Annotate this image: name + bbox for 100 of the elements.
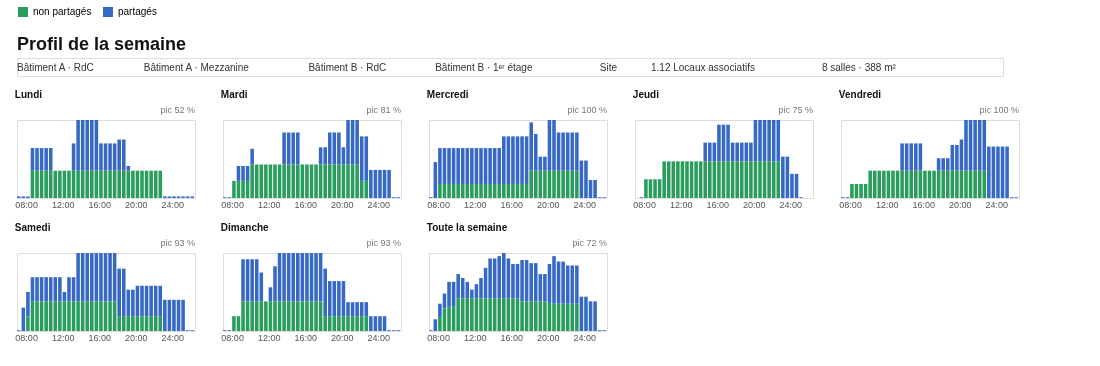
bar	[291, 132, 296, 165]
bar	[964, 170, 968, 198]
bar	[543, 170, 547, 198]
bar	[776, 161, 781, 198]
bar	[859, 183, 863, 198]
bar	[653, 179, 657, 198]
x-tick-label: 08:00	[221, 332, 244, 343]
chart-title: Vendredi	[838, 89, 882, 100]
bar	[561, 170, 565, 198]
bar	[552, 170, 556, 198]
bar	[35, 301, 39, 331]
bar	[337, 316, 341, 331]
bar	[488, 148, 492, 184]
x-tick-label: 16:00	[500, 332, 523, 343]
bar	[488, 183, 492, 198]
bar	[447, 183, 451, 198]
bar	[438, 183, 442, 198]
bar	[460, 298, 465, 331]
text: Site	[599, 62, 618, 73]
bar	[932, 170, 936, 198]
text: pic 72 %	[572, 238, 607, 248]
bar	[447, 306, 451, 331]
bar	[497, 183, 502, 198]
bar	[99, 170, 103, 198]
bar	[355, 164, 359, 198]
bar	[346, 316, 350, 331]
bar	[909, 143, 914, 171]
bar	[58, 301, 62, 331]
bar	[584, 296, 588, 331]
x-tick-label: 20:00	[330, 332, 354, 343]
bar	[291, 253, 296, 302]
bar	[241, 166, 245, 181]
bar	[955, 170, 959, 198]
bar	[767, 120, 771, 162]
bar	[131, 289, 135, 317]
x-tick-label: 08:00	[633, 199, 656, 210]
bar	[923, 170, 927, 198]
bar	[739, 161, 744, 198]
bar	[108, 253, 112, 302]
bar	[726, 124, 730, 162]
bar	[850, 183, 854, 198]
bar	[76, 120, 80, 171]
bar	[35, 277, 39, 302]
bar	[121, 139, 126, 171]
bar	[305, 164, 309, 198]
chart-title: Jeudi	[632, 89, 660, 100]
x-tick-label: 16:00	[294, 332, 317, 343]
x-tick-label: 08:00	[15, 199, 38, 210]
chart-title: Samedi	[14, 222, 51, 233]
bar	[955, 144, 959, 171]
bar	[378, 169, 382, 198]
bar	[140, 170, 144, 198]
chart-title: Toute la semaine	[426, 222, 508, 233]
bar	[149, 170, 153, 198]
bar	[327, 164, 332, 198]
text: pic 52 %	[160, 105, 195, 115]
bar	[973, 170, 977, 198]
x-tick-label: 24:00	[161, 199, 184, 210]
bar	[35, 170, 39, 198]
x-tick-label: 24:00	[573, 332, 596, 343]
x-tick-label: 24:00	[985, 199, 1008, 210]
bar	[67, 170, 71, 198]
x-tick-label: 12:00	[463, 199, 487, 210]
text: Bâtiment B · 1ᵉʳ étage	[435, 62, 533, 73]
bar	[250, 148, 254, 165]
bar	[758, 120, 762, 162]
bar	[108, 143, 112, 171]
bar	[552, 120, 556, 171]
bar	[703, 161, 708, 198]
bar	[703, 142, 708, 162]
bar	[241, 301, 245, 331]
x-tick-label: 24:00	[367, 332, 390, 343]
bar	[666, 161, 671, 198]
bar	[35, 148, 39, 171]
bar	[282, 132, 286, 165]
bar	[149, 316, 153, 331]
bar	[314, 253, 318, 302]
bar	[511, 136, 515, 184]
bar	[520, 301, 524, 331]
bar	[346, 164, 350, 198]
x-tick-label: 08:00	[427, 332, 450, 343]
bar	[58, 277, 62, 302]
x-tick-label: 16:00	[500, 199, 523, 210]
bar	[149, 285, 153, 317]
bar	[76, 253, 80, 302]
bar	[945, 170, 950, 198]
bar	[593, 301, 597, 331]
bar	[570, 265, 575, 304]
bar	[108, 170, 112, 198]
bar	[232, 316, 236, 331]
text: Profil de la semaine	[17, 34, 187, 54]
bar	[264, 301, 268, 331]
bar	[67, 301, 71, 331]
bar	[282, 164, 286, 198]
bar	[241, 180, 245, 198]
bar	[85, 170, 90, 198]
bar	[882, 170, 886, 198]
bar	[232, 180, 236, 198]
x-tick-label: 12:00	[257, 332, 281, 343]
bar	[726, 161, 730, 198]
